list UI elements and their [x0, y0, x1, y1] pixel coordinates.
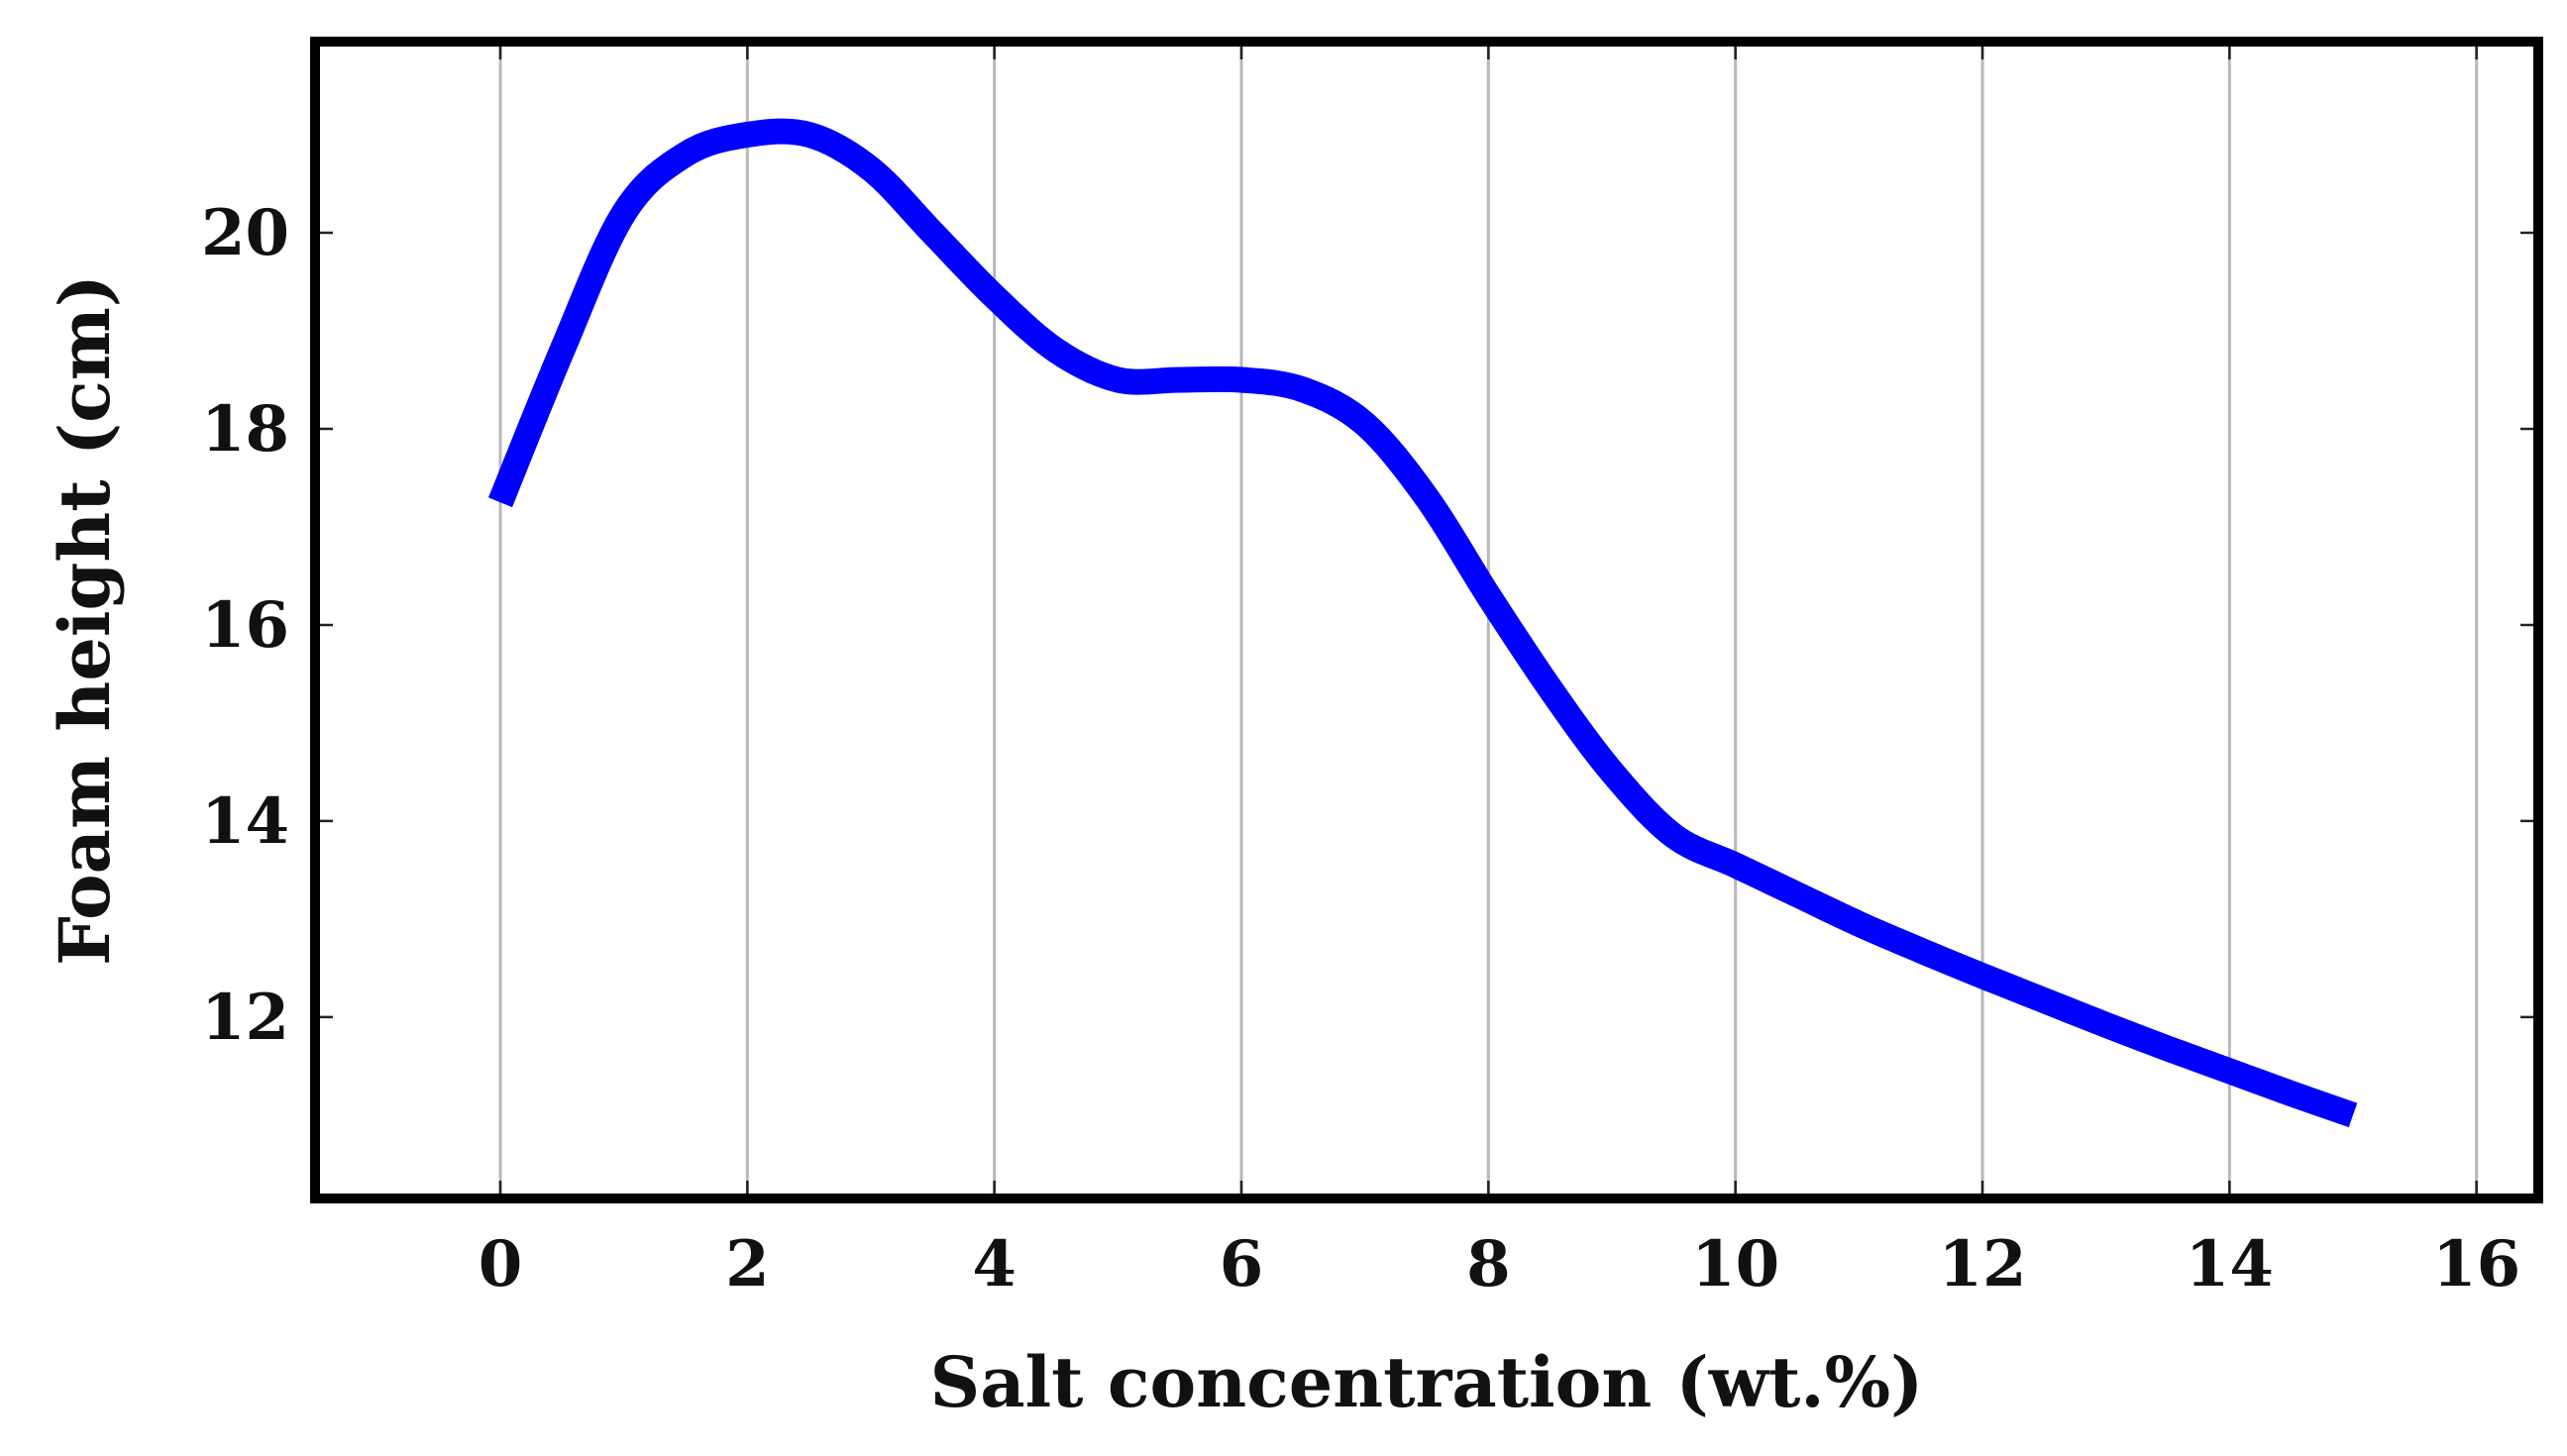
x-tick-labels: 0 2 4 6 8 10 12 14 16 [479, 1227, 2520, 1301]
grid-lines [498, 42, 2479, 1198]
x-tick-label: 10 [1691, 1227, 1779, 1301]
x-tick-label: 8 [1466, 1227, 1511, 1301]
x-tick-label: 6 [1220, 1227, 1264, 1301]
y-tick-label: 20 [201, 196, 289, 270]
x-tick-label: 14 [2186, 1227, 2274, 1301]
y-axis-title: Foam height (cm) [44, 274, 126, 966]
axis-ticks [315, 42, 2538, 1198]
x-tick-label: 0 [479, 1227, 523, 1301]
y-tick-label: 14 [201, 784, 289, 859]
y-tick-label: 16 [201, 588, 289, 663]
x-tick-label: 12 [1938, 1227, 2026, 1301]
x-tick-label: 16 [2432, 1227, 2520, 1301]
x-axis-title: Salt concentration (wt.%) [930, 1341, 1924, 1423]
y-tick-label: 12 [201, 981, 289, 1055]
x-tick-label: 4 [972, 1227, 1016, 1301]
x-tick-label: 2 [725, 1227, 770, 1301]
y-tick-label: 18 [201, 392, 289, 467]
plot-frame [310, 37, 2543, 1203]
series-line-0 [487, 118, 2358, 1128]
y-tick-labels: 12 14 16 18 20 [201, 196, 289, 1055]
series-layer [487, 118, 2358, 1128]
